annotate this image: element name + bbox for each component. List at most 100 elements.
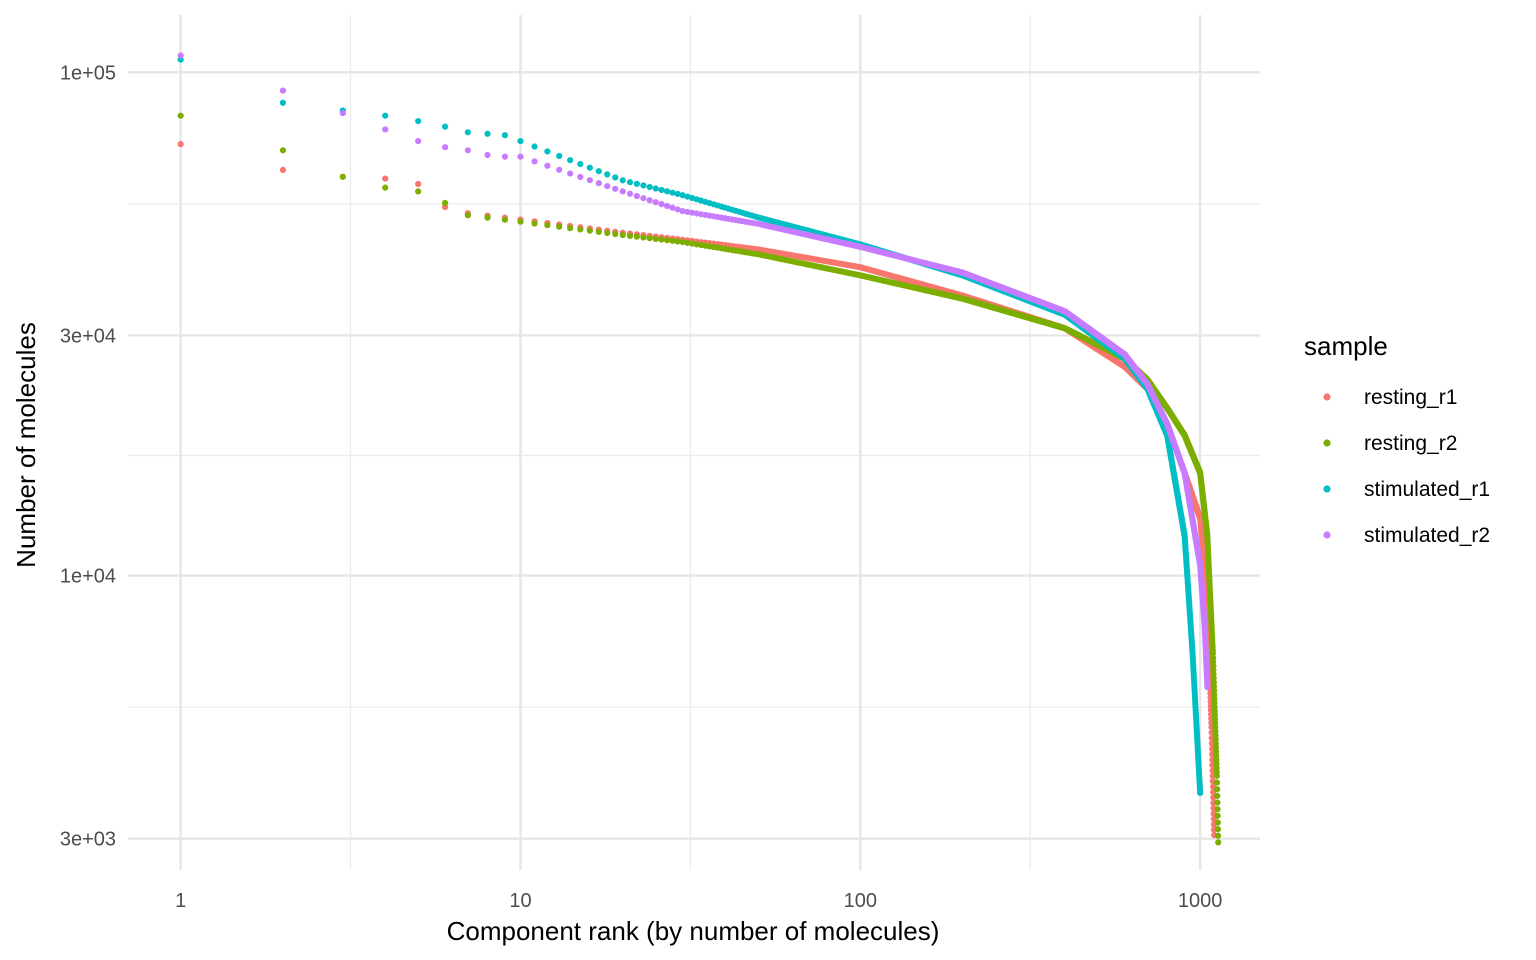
data-point <box>415 180 422 188</box>
data-point <box>279 87 287 94</box>
data-point <box>441 144 449 151</box>
data-point <box>531 158 538 165</box>
data-point <box>633 192 640 200</box>
data-point <box>415 118 422 125</box>
data-point <box>663 188 671 195</box>
legend-key-resting_r2 <box>1323 439 1331 447</box>
data-point <box>604 171 611 178</box>
data-point <box>382 112 389 119</box>
data-point <box>684 193 691 200</box>
data-point <box>279 166 287 173</box>
data-point <box>674 190 681 198</box>
y-axis-title: Number of molecules <box>11 322 41 568</box>
data-point <box>679 192 686 199</box>
data-point <box>612 185 619 192</box>
data-point <box>640 234 647 241</box>
legend-key-stimulated_r2 <box>1323 531 1331 539</box>
data-point <box>501 216 509 223</box>
series-resting_r2 <box>177 112 1222 846</box>
data-point <box>626 232 634 239</box>
legend-label-stimulated_r2: stimulated_r2 <box>1364 524 1490 547</box>
data-point <box>382 126 389 133</box>
data-point <box>669 204 676 211</box>
grid-lines <box>128 15 1260 870</box>
data-point <box>441 199 449 207</box>
legend: sample resting_r1 resting_r2 stimulated_r1… <box>1304 331 1490 547</box>
data-point <box>279 147 287 154</box>
data-point <box>652 185 659 192</box>
data-point <box>1213 772 1220 779</box>
data-point <box>658 201 665 208</box>
data-point <box>652 235 659 242</box>
x-axis-title: Component rank (by number of molecules) <box>447 916 940 946</box>
data-point <box>646 197 653 204</box>
data-point <box>595 168 602 175</box>
data-point <box>531 220 538 227</box>
data-point <box>577 173 584 181</box>
data-point <box>1214 786 1221 793</box>
data-point <box>177 52 184 59</box>
data-point <box>484 214 491 221</box>
data-points <box>177 52 1222 846</box>
data-point <box>1197 789 1204 796</box>
data-point <box>595 180 602 187</box>
data-point <box>669 189 676 196</box>
data-point <box>556 152 563 160</box>
data-point <box>586 227 593 234</box>
data-point <box>674 238 681 245</box>
data-point <box>586 177 593 184</box>
data-point <box>517 218 524 225</box>
legend-title: sample <box>1304 331 1388 361</box>
data-point <box>1204 684 1211 691</box>
data-point <box>619 188 626 195</box>
data-point <box>484 130 491 137</box>
data-point <box>684 208 691 216</box>
legend-label-stimulated_r1: stimulated_r1 <box>1364 478 1490 501</box>
data-point <box>464 129 471 136</box>
data-point <box>633 180 640 187</box>
data-point <box>1214 826 1222 833</box>
y-tick-label: 1e+04 <box>60 566 116 588</box>
data-point <box>640 195 647 202</box>
legend-key-stimulated_r1 <box>1323 485 1331 493</box>
data-point <box>567 225 574 232</box>
x-tick-label: 100 <box>844 890 877 912</box>
data-point <box>544 148 551 155</box>
data-point <box>517 138 524 145</box>
data-point <box>484 151 491 159</box>
data-point <box>679 208 686 215</box>
data-point <box>619 231 626 239</box>
x-tick-label: 10 <box>509 890 531 912</box>
data-point <box>501 132 509 139</box>
data-point <box>1214 792 1221 799</box>
data-point <box>1214 832 1222 839</box>
data-point <box>1214 812 1221 819</box>
data-point <box>464 212 471 219</box>
data-point <box>544 222 551 229</box>
data-point <box>646 235 653 242</box>
data-point <box>279 99 287 106</box>
data-point <box>382 175 389 182</box>
data-point <box>658 186 665 194</box>
data-point <box>1214 799 1221 806</box>
data-point <box>531 143 538 150</box>
data-point <box>646 183 653 191</box>
data-point <box>652 199 659 206</box>
series-stimulated_r2 <box>177 52 1211 691</box>
data-point <box>658 236 665 243</box>
data-point <box>663 237 671 244</box>
data-point <box>567 157 574 164</box>
data-point <box>669 237 676 244</box>
data-point <box>577 160 584 168</box>
data-point <box>640 182 647 189</box>
data-point <box>441 123 449 130</box>
data-point <box>679 238 686 246</box>
data-point <box>177 112 184 119</box>
data-point <box>544 162 551 169</box>
data-point <box>339 173 346 180</box>
data-point <box>177 141 184 148</box>
data-point <box>1215 839 1222 846</box>
data-point <box>1214 819 1221 826</box>
data-point <box>684 239 691 246</box>
data-point <box>382 184 389 191</box>
